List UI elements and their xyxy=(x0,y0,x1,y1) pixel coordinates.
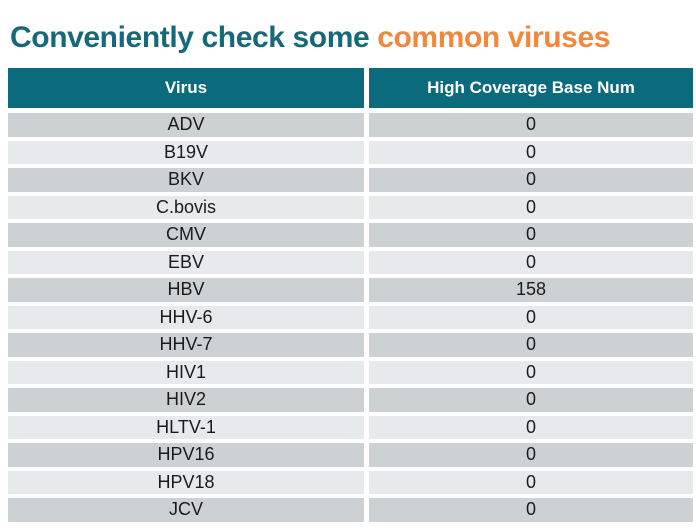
virus-name-cell: HIV2 xyxy=(8,388,369,416)
coverage-value-cell: 0 xyxy=(369,470,693,498)
virus-table: Virus High Coverage Base Num ADV 0 B19V 0 BK… xyxy=(8,68,693,526)
coverage-value-cell: 0 xyxy=(369,443,693,471)
coverage-value-cell: 0 xyxy=(369,223,693,251)
page-title: Conveniently check some common viruses xyxy=(10,21,610,55)
table-row: ADV 0 xyxy=(8,113,693,141)
table-row: HIV2 0 xyxy=(8,388,693,416)
coverage-value-cell: 0 xyxy=(369,360,693,388)
virus-name-cell: HPV18 xyxy=(8,470,369,498)
coverage-value-cell: 0 xyxy=(369,195,693,223)
coverage-value-cell: 0 xyxy=(369,498,693,526)
coverage-value-cell: 0 xyxy=(369,140,693,168)
page-title-highlight: common viruses xyxy=(377,21,611,55)
table-row: EBV 0 xyxy=(8,250,693,278)
coverage-column-header: High Coverage Base Num xyxy=(369,68,693,113)
virus-name-cell: HHV-7 xyxy=(8,333,369,361)
coverage-value-cell: 0 xyxy=(369,388,693,416)
virus-name-cell: HPV16 xyxy=(8,443,369,471)
virus-name-cell: JCV xyxy=(8,498,369,526)
virus-name-cell: C.bovis xyxy=(8,195,369,223)
table-header: Virus High Coverage Base Num xyxy=(8,68,693,113)
table-row: HHV-7 0 xyxy=(8,333,693,361)
table-row: HIV1 0 xyxy=(8,360,693,388)
coverage-value-cell: 0 xyxy=(369,333,693,361)
virus-column-header: Virus xyxy=(8,68,369,113)
virus-name-cell: EBV xyxy=(8,250,369,278)
virus-table-container: Virus High Coverage Base Num ADV 0 B19V 0 BK… xyxy=(8,68,693,526)
header-row: Virus High Coverage Base Num xyxy=(8,68,693,113)
table-row: HLTV-1 0 xyxy=(8,415,693,443)
table-row: B19V 0 xyxy=(8,140,693,168)
virus-name-cell: HLTV-1 xyxy=(8,415,369,443)
table-row: CMV 0 xyxy=(8,223,693,251)
coverage-value-cell: 0 xyxy=(369,113,693,141)
table-row: HHV-6 0 xyxy=(8,305,693,333)
coverage-value-cell: 0 xyxy=(369,415,693,443)
table-row: HPV16 0 xyxy=(8,443,693,471)
virus-name-cell: BKV xyxy=(8,168,369,196)
table-body: ADV 0 B19V 0 BKV 0 C.bovis 0 CMV 0 EBV 0 HBV 158 HHV-6… xyxy=(8,113,693,526)
page-title-prefix: Conveniently check some xyxy=(10,21,378,55)
virus-name-cell: HIV1 xyxy=(8,360,369,388)
table-row: HPV18 0 xyxy=(8,470,693,498)
coverage-value-cell: 0 xyxy=(369,305,693,333)
virus-name-cell: CMV xyxy=(8,223,369,251)
virus-name-cell: HBV xyxy=(8,278,369,306)
table-row: C.bovis 0 xyxy=(8,195,693,223)
table-row: JCV 0 xyxy=(8,498,693,526)
table-row: BKV 0 xyxy=(8,168,693,196)
virus-name-cell: B19V xyxy=(8,140,369,168)
table-row: HBV 158 xyxy=(8,278,693,306)
coverage-value-cell: 0 xyxy=(369,168,693,196)
virus-name-cell: HHV-6 xyxy=(8,305,369,333)
coverage-value-cell: 158 xyxy=(369,278,693,306)
coverage-value-cell: 0 xyxy=(369,250,693,278)
virus-name-cell: ADV xyxy=(8,113,369,141)
